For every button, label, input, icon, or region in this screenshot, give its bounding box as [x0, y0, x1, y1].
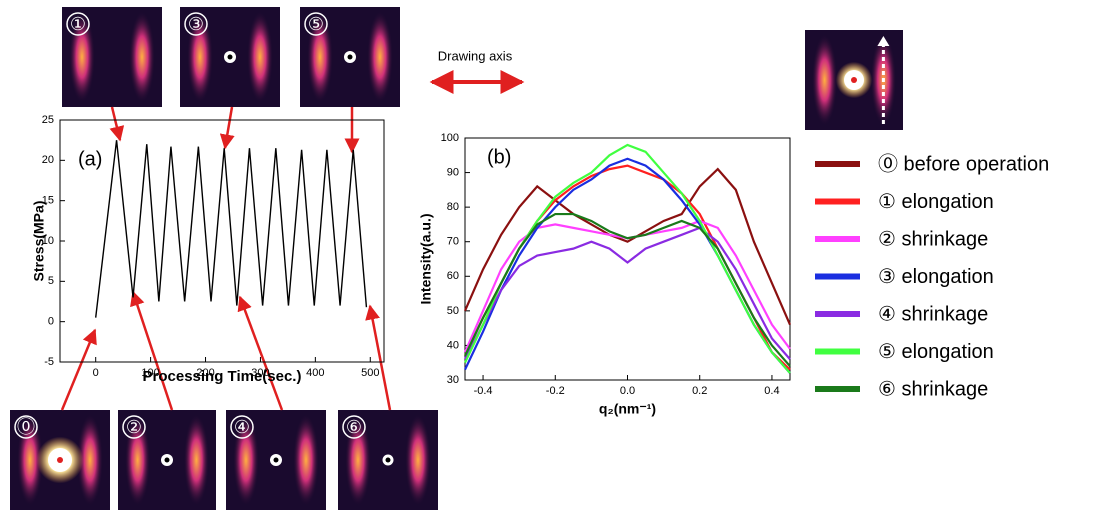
label-ring	[66, 12, 90, 36]
x-tick-label: 400	[306, 367, 324, 379]
beam-center	[347, 54, 353, 60]
image-label: ②	[126, 417, 142, 437]
scatter-streak	[811, 34, 838, 126]
label-ring	[230, 415, 254, 439]
scatter-streak	[247, 11, 273, 103]
y-tick-label: 15	[42, 195, 54, 207]
label-ring	[342, 415, 366, 439]
y-tick-label: -5	[44, 356, 54, 368]
x-tick-label: 100	[141, 367, 159, 379]
data-line	[464, 212, 791, 367]
beam-center	[164, 457, 170, 463]
drawing-axis-label: Drawing axis	[438, 48, 513, 63]
pointer-arrow	[60, 328, 97, 411]
y-tick-label: 5	[48, 275, 54, 287]
scatter-streak	[183, 414, 210, 506]
x-tick-label: -0.2	[546, 385, 565, 397]
legend-label: ③ elongation	[878, 266, 994, 288]
y-tick-label: 90	[447, 166, 459, 178]
x-tick-label: -0.4	[474, 385, 493, 397]
x-tick-label: 0	[93, 367, 99, 379]
x-tick-label: 500	[361, 367, 379, 379]
scatter-streak	[129, 11, 155, 103]
label-ring	[304, 12, 328, 36]
image-label: ⑤	[308, 14, 324, 34]
legend-label: ⓪ before operation	[878, 152, 1049, 175]
y-tick-label: 30	[447, 374, 459, 386]
y-tick-label: 10	[42, 235, 54, 247]
image-label: ③	[188, 14, 204, 34]
pointer-arrow	[130, 290, 174, 411]
y-tick-label: 20	[42, 154, 54, 166]
x-tick-label: 0.0	[620, 385, 635, 397]
y-tick-label: 40	[447, 339, 459, 351]
x-tick-label: 200	[196, 367, 214, 379]
data-line	[464, 226, 791, 360]
y-tick-label: 50	[447, 305, 459, 317]
panel-label: (a)	[78, 148, 102, 170]
scatter-streak	[367, 11, 393, 103]
x-axis-title: q₂(nm⁻¹)	[599, 401, 656, 417]
legend-label: ② shrinkage	[878, 228, 988, 250]
pointer-arrow	[219, 106, 235, 150]
y-tick-label: 80	[447, 201, 459, 213]
y-tick-label: 0	[48, 316, 54, 328]
image-label: ④	[234, 417, 250, 437]
legend-label: ⑥ shrinkage	[878, 378, 988, 400]
scatter-streak	[405, 414, 431, 506]
y-axis-title: Intensity(a.u.)	[418, 213, 434, 304]
legend-label: ⑤ elongation	[878, 341, 994, 363]
pointer-arrow	[109, 106, 125, 142]
beam-center	[273, 457, 279, 463]
y-tick-label: 100	[441, 132, 459, 144]
scatter-streak	[77, 414, 103, 506]
image-label: ⓪	[17, 417, 35, 437]
data-line	[463, 167, 792, 326]
pointer-arrow	[365, 304, 392, 411]
beam-center	[227, 54, 233, 60]
x-tick-label: 0.4	[764, 385, 779, 397]
drawing-direction-head	[877, 36, 890, 46]
x-axis-title: Processing Time(sec.)	[143, 368, 302, 385]
image-label: ①	[70, 14, 86, 34]
y-tick-label: 70	[447, 236, 459, 248]
beam-center	[385, 457, 391, 463]
label-ring	[122, 415, 146, 439]
image-label: ⑥	[346, 417, 362, 437]
pointer-arrow	[237, 295, 284, 411]
panel-label: (b)	[487, 146, 511, 168]
legend-label: ④ shrinkage	[878, 303, 988, 325]
scatter-streak	[293, 414, 319, 506]
data-line	[96, 140, 373, 317]
beam-center	[57, 457, 63, 463]
plot-frame	[59, 119, 385, 363]
beam-center	[851, 77, 857, 83]
legend-label: ① elongation	[878, 191, 994, 213]
y-axis-title: Stress(MPa)	[31, 201, 47, 282]
x-tick-label: 0.2	[692, 385, 707, 397]
label-ring	[14, 415, 38, 439]
label-ring	[184, 12, 208, 36]
y-tick-label: 25	[42, 114, 54, 126]
y-tick-label: 60	[447, 270, 459, 282]
x-tick-label: 300	[251, 367, 269, 379]
